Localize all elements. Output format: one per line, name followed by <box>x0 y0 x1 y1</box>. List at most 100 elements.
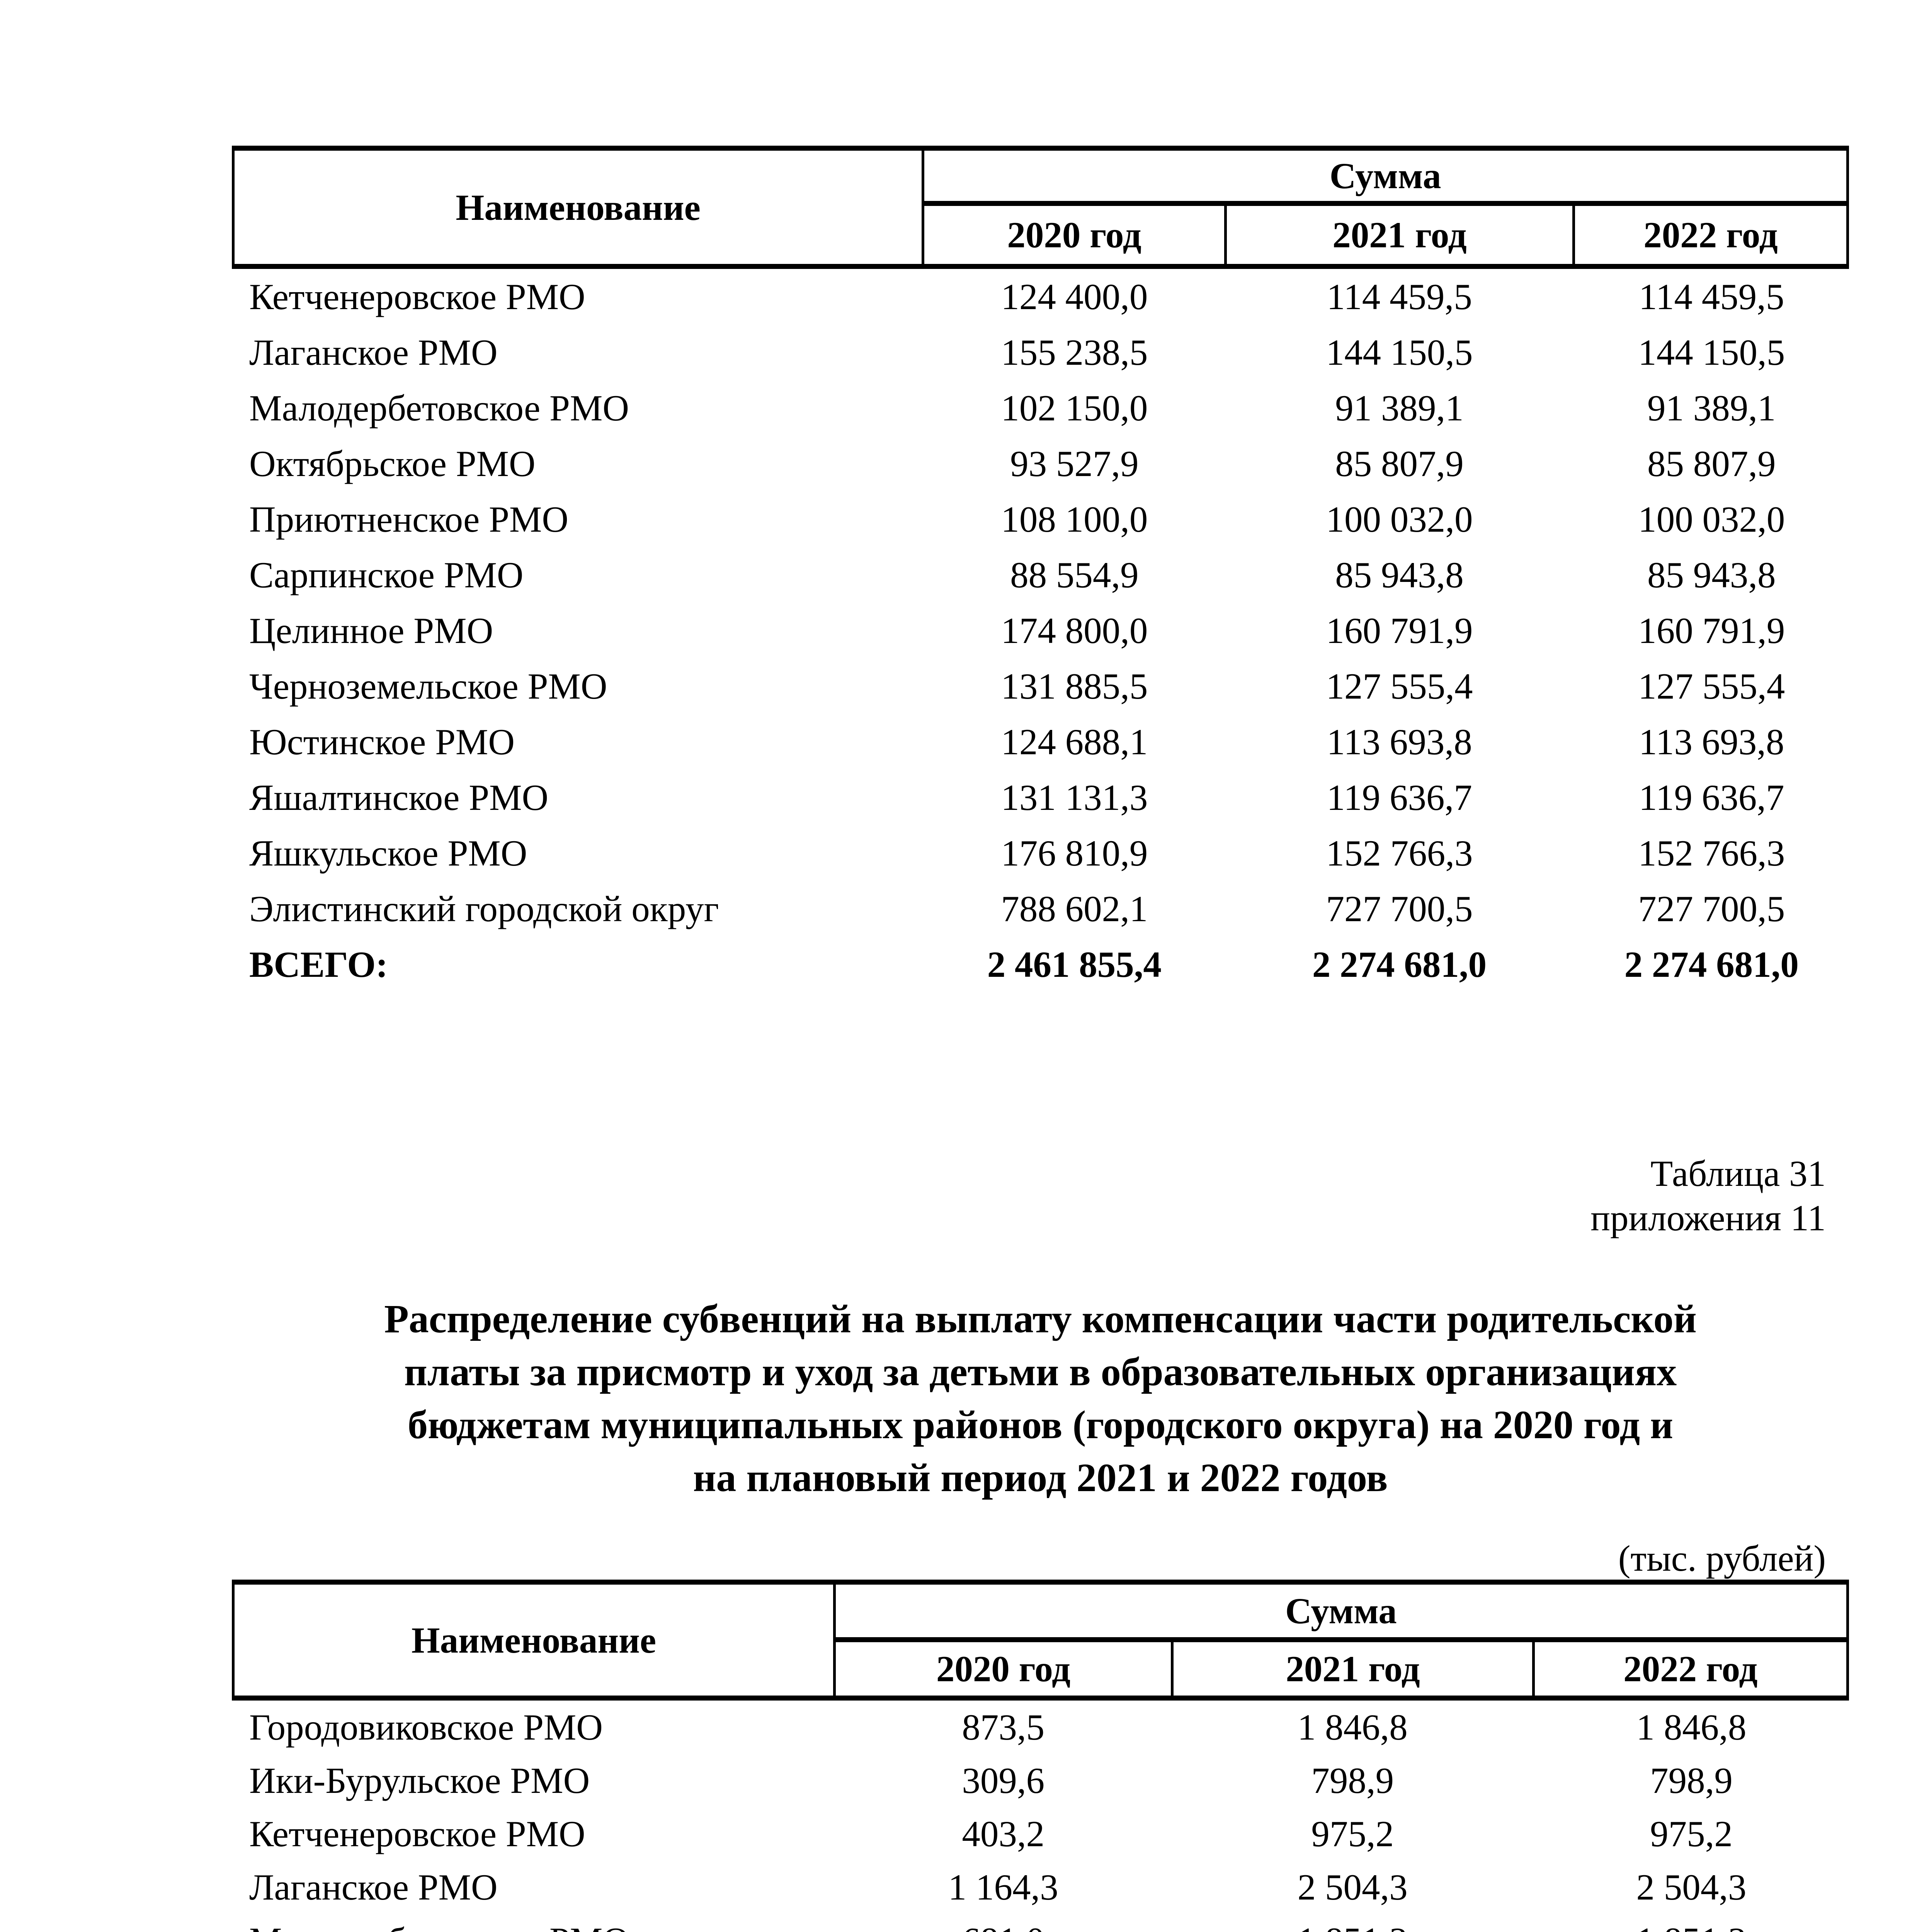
row-value: 100 032,0 <box>1638 499 1785 540</box>
column-header-name: Наименование <box>235 151 925 264</box>
table-row: Октябрьское РМО 93 527,9 85 807,9 85 807,9 <box>232 436 1849 492</box>
column-header-2021: 2021 год <box>1224 206 1572 264</box>
row-value: 131 885,5 <box>1001 666 1148 707</box>
row-value: 114 459,5 <box>1639 276 1784 317</box>
row-value: 127 555,4 <box>1638 666 1785 707</box>
table-row: Приютненское РМО 108 100,0 100 032,0 100 03… <box>232 492 1849 547</box>
table-row: Лаганское РМО 1 164,3 2 504,3 2 504,3 <box>232 1861 1849 1914</box>
table-body: Кетченеровское РМО 124 400,0 114 459,5 114 … <box>232 269 1849 992</box>
table-row: Целинное РМО 174 800,0 160 791,9 160 791,9 <box>232 603 1849 658</box>
row-value: 2 504,3 <box>1297 1867 1408 1908</box>
row-value: 1 164,3 <box>948 1867 1058 1908</box>
row-value: 144 150,5 <box>1326 332 1473 373</box>
row-value: 85 943,8 <box>1335 554 1464 595</box>
table-row: Малодербетовское РМО 102 150,0 91 389,1 91 … <box>232 380 1849 436</box>
table-row: Яшалтинское РМО 131 131,3 119 636,7 119 636… <box>232 770 1849 825</box>
table-body: Городовиковское РМО 873,5 1 846,8 1 846,8 Ик… <box>232 1701 1849 1932</box>
row-value: 975,2 <box>1311 1813 1394 1854</box>
row-value: 2 461 855,4 <box>987 944 1162 985</box>
title-line2: платы за присмотр и уход за детьми в обр… <box>404 1350 1677 1394</box>
row-name: Малодербетовское РМО <box>232 1914 835 1932</box>
table-row: Ики-Бурульское РМО 309,6 798,9 798,9 <box>232 1754 1849 1807</box>
title-line3: бюджетам муниципальных районов (городско… <box>407 1403 1674 1447</box>
row-value: 88 554,9 <box>1010 554 1139 595</box>
row-name: ВСЕГО: <box>249 944 388 985</box>
column-header-name: Наименование <box>235 1585 836 1696</box>
row-name: Лаганское РМО <box>249 332 498 373</box>
row-value: 681,0 <box>835 1914 1171 1932</box>
title-line4: на плановый период 2021 и 2022 годов <box>693 1456 1388 1500</box>
row-value: 1 846,8 <box>1297 1707 1408 1748</box>
row-value: 102 150,0 <box>1001 388 1148 429</box>
table-subventions-upper: Наименование Сумма 2020 год 2021 год 202… <box>232 146 1849 992</box>
column-header-2021: 2021 год <box>1171 1642 1532 1696</box>
document-title: Распределение субвенций на выплату компе… <box>232 1293 1849 1504</box>
column-header-2022: 2022 год <box>1532 1642 1846 1696</box>
row-value: 798,9 <box>1650 1760 1733 1801</box>
row-value: 1 846,8 <box>1636 1707 1747 1748</box>
row-name: Лаганское РМО <box>249 1867 498 1908</box>
table-header: Наименование Сумма 2020 год 2021 год 202… <box>232 146 1849 269</box>
units-note: (тыс. рублей) <box>1618 1538 1826 1579</box>
row-value: 160 791,9 <box>1638 610 1785 651</box>
row-value: 152 766,3 <box>1638 833 1785 874</box>
row-value: 2 274 681,0 <box>1312 944 1487 985</box>
row-value: 309,6 <box>962 1760 1045 1801</box>
row-value: 85 943,8 <box>1647 554 1776 595</box>
row-value: 108 100,0 <box>1001 499 1148 540</box>
table-row: Лаганское РМО 155 238,5 144 150,5 144 150,5 <box>232 325 1849 380</box>
column-header-2020: 2020 год <box>1007 214 1141 255</box>
row-value: 124 688,1 <box>1001 721 1148 762</box>
table-caption: Таблица 31 приложения 11 <box>232 1151 1849 1240</box>
row-value: 176 810,9 <box>1001 833 1148 874</box>
row-value: 975,2 <box>1650 1813 1733 1854</box>
row-name: Сарпинское РМО <box>249 554 524 595</box>
table-total-row: ВСЕГО: 2 461 855,4 2 274 681,0 2 274 681,0 <box>232 937 1849 992</box>
row-name: Яшалтинское РМО <box>249 777 549 818</box>
row-value: 403,2 <box>962 1813 1045 1854</box>
row-value: 873,5 <box>962 1707 1045 1748</box>
table-subventions-parental-fee: Наименование Сумма 2020 год 2021 год 202… <box>232 1580 1849 1932</box>
table-row: Элистинский городской округ 788 602,1 727 … <box>232 881 1849 937</box>
row-name: Малодербетовское РМО <box>249 388 629 429</box>
row-name: Городовиковское РМО <box>249 1707 603 1748</box>
row-value: 1 851,3 <box>1534 1914 1849 1932</box>
row-value: 113 693,8 <box>1327 721 1472 762</box>
row-value: 85 807,9 <box>1335 443 1464 484</box>
table-row: Черноземельское РМО 131 885,5 127 555,4 127… <box>232 658 1849 714</box>
row-name: Яшкульское РМО <box>249 833 527 874</box>
column-header-sum: Сумма <box>924 151 1846 206</box>
row-name: Ики-Бурульское РМО <box>249 1760 590 1801</box>
row-name: Кетченеровское РМО <box>249 1813 585 1854</box>
row-value: 100 032,0 <box>1326 499 1473 540</box>
row-value: 131 131,3 <box>1001 777 1148 818</box>
row-name: Октябрьское РМО <box>249 443 536 484</box>
row-value: 119 636,7 <box>1639 777 1784 818</box>
row-value: 124 400,0 <box>1001 276 1148 317</box>
page-content: Наименование Сумма 2020 год 2021 год 202… <box>232 146 1849 1932</box>
table-header: Наименование Сумма 2020 год 2021 год 202… <box>232 1580 1849 1701</box>
table-row: Кетченеровское РМО 403,2 975,2 975,2 <box>232 1807 1849 1861</box>
row-name: Кетченеровское РМО <box>249 276 585 317</box>
table-row: Городовиковское РМО 873,5 1 846,8 1 846,8 <box>232 1701 1849 1754</box>
row-value: 91 389,1 <box>1335 388 1464 429</box>
row-value: 113 693,8 <box>1639 721 1784 762</box>
row-value: 727 700,5 <box>1638 888 1785 929</box>
row-value: 155 238,5 <box>1001 332 1148 373</box>
table-row: Кетченеровское РМО 124 400,0 114 459,5 114 … <box>232 269 1849 325</box>
row-value: 91 389,1 <box>1647 388 1776 429</box>
row-value: 727 700,5 <box>1326 888 1473 929</box>
row-value: 1 851,3 <box>1171 1914 1533 1932</box>
row-name: Черноземельское РМО <box>249 666 607 707</box>
column-header-sum: Сумма <box>835 1585 1846 1642</box>
title-line1: Распределение субвенций на выплату компе… <box>384 1297 1697 1341</box>
row-value: 144 150,5 <box>1638 332 1785 373</box>
table-row: Яшкульское РМО 176 810,9 152 766,3 152 766,… <box>232 825 1849 881</box>
table-caption-line1: Таблица 31 <box>1650 1153 1826 1194</box>
row-value: 160 791,9 <box>1326 610 1473 651</box>
row-value: 2 504,3 <box>1636 1867 1747 1908</box>
row-value: 798,9 <box>1311 1760 1394 1801</box>
row-value: 127 555,4 <box>1326 666 1473 707</box>
column-header-2022: 2022 год <box>1572 206 1846 264</box>
